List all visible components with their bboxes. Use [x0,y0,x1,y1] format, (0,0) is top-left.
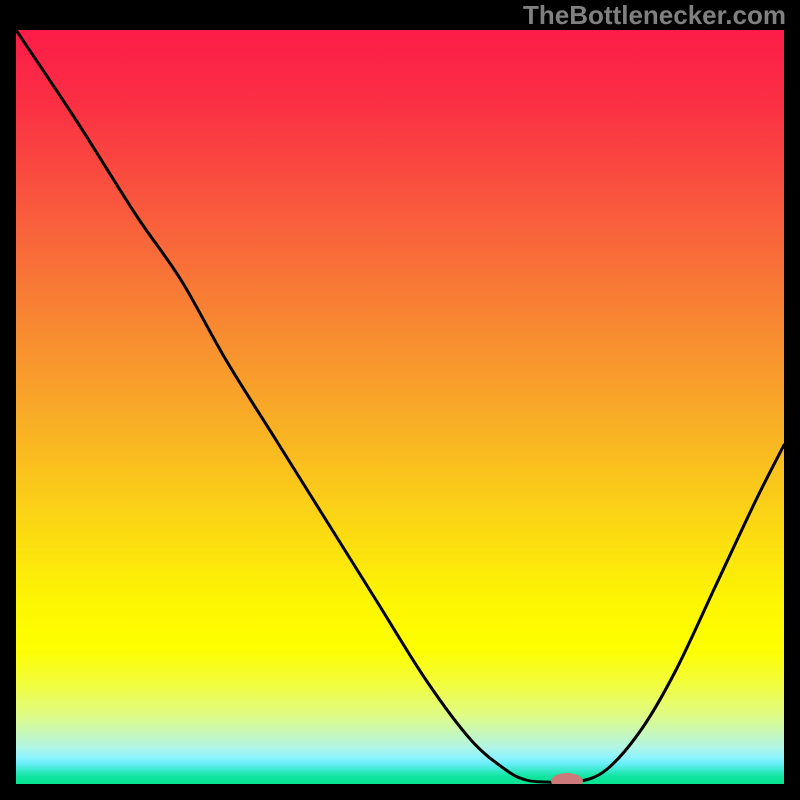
gradient-background [16,30,784,784]
plot-area [16,30,784,784]
watermark-text: TheBottlenecker.com [523,0,786,31]
chart-svg [16,30,784,784]
